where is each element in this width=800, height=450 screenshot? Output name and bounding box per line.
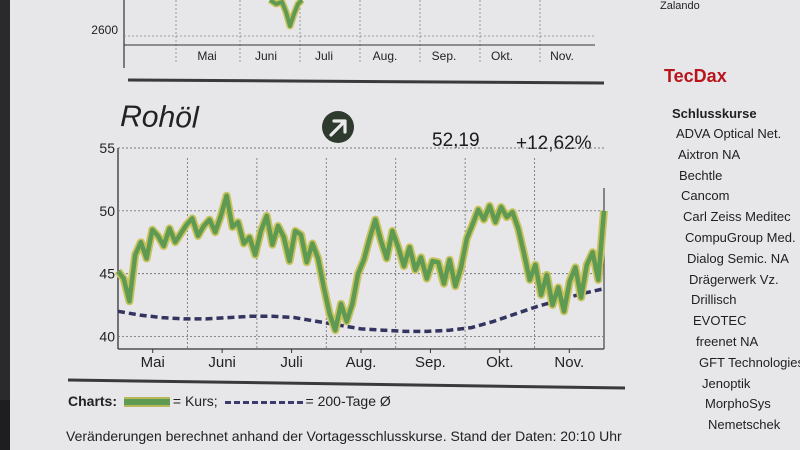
sidebar-top-item: Zalando [660,0,700,12]
sidebar-item: GFT Technologies [699,354,800,370]
x-tick-label: Juli [280,354,303,371]
x-tick-label: Okt. [486,354,514,371]
sidebar-item: Jenoptik [702,375,751,391]
footnote: Veränderungen berechnet anhand der Vorta… [66,428,622,444]
top-x-label: Okt. [491,49,513,63]
chart-title: Rohöl [120,100,200,135]
top-x-label: Aug. [373,49,398,63]
sidebar-item: Aixtron NA [678,146,741,162]
sidebar-item: CompuGroup Med. [685,230,796,245]
section-rule-bottom [67,378,626,390]
legend-kurs-text: = Kurs; [172,393,218,409]
top-x-label: Juni [255,49,277,63]
x-tick-label: Mai [141,354,165,371]
sidebar-item: Bechtle [679,167,723,183]
legend-sma-text: = 200-Tage Ø [305,393,391,409]
price-change: +12,62% [516,133,592,154]
y-tick-label: 55 [99,140,115,156]
top-x-label: Mai [197,49,216,63]
series-200-tage [117,286,605,334]
top-x-label: Juli [315,49,333,63]
x-tick-label: Nov. [554,354,584,371]
sidebar-item: freenet NA [696,334,759,349]
x-tick-label: Sep. [415,354,446,371]
sidebar-item: EVOTEC [693,313,747,329]
price-value: 52,19 [432,130,480,151]
sidebar-item: Carl Zeiss Meditec [683,209,791,225]
legend-label: Charts: [68,393,118,409]
legend-kurs-swatch [123,397,170,408]
sidebar-item: MorphoSys [705,396,771,412]
y-tick-label: 40 [99,328,115,344]
main-plot: 55 50 45 40 Mai Juni Juli Aug. Sep. Okt. Nov. [99,140,608,371]
sidebar-section-title: TecDax [664,66,727,86]
sidebar-item: ADVA Optical Net. [676,126,782,141]
background-edge [0,400,10,450]
x-tick-label: Juni [208,354,236,371]
section-rule [127,78,605,85]
legend-sma-swatch [224,400,303,404]
y-tick-label: 50 [99,203,115,219]
sidebar-item: Drillisch [691,292,737,308]
sidebar-item: Nemetschek [708,417,781,433]
sidebar-item: Drägerwerk Vz. [689,271,779,287]
sidebar-item: Dialog Semic. NA [687,250,789,266]
y-tick-label: 45 [99,266,115,282]
top-chart: 2600 Mai Juni Juli Aug. Sep. Okt. Nov. [91,0,595,68]
newspaper-page [10,0,800,450]
series-kurs [116,193,607,333]
sidebar-subtitle: Schlusskurse [672,106,757,121]
arrow-up-right-icon [322,111,354,143]
top-x-label: Nov. [550,49,574,63]
chart-legend: Charts: = Kurs; = 200-Tage Ø [68,393,391,409]
top-x-label: Sep. [432,49,457,63]
sidebar-item: Cancom [681,188,730,204]
top-y-tick: 2600 [91,23,118,37]
x-tick-label: Aug. [346,354,377,371]
